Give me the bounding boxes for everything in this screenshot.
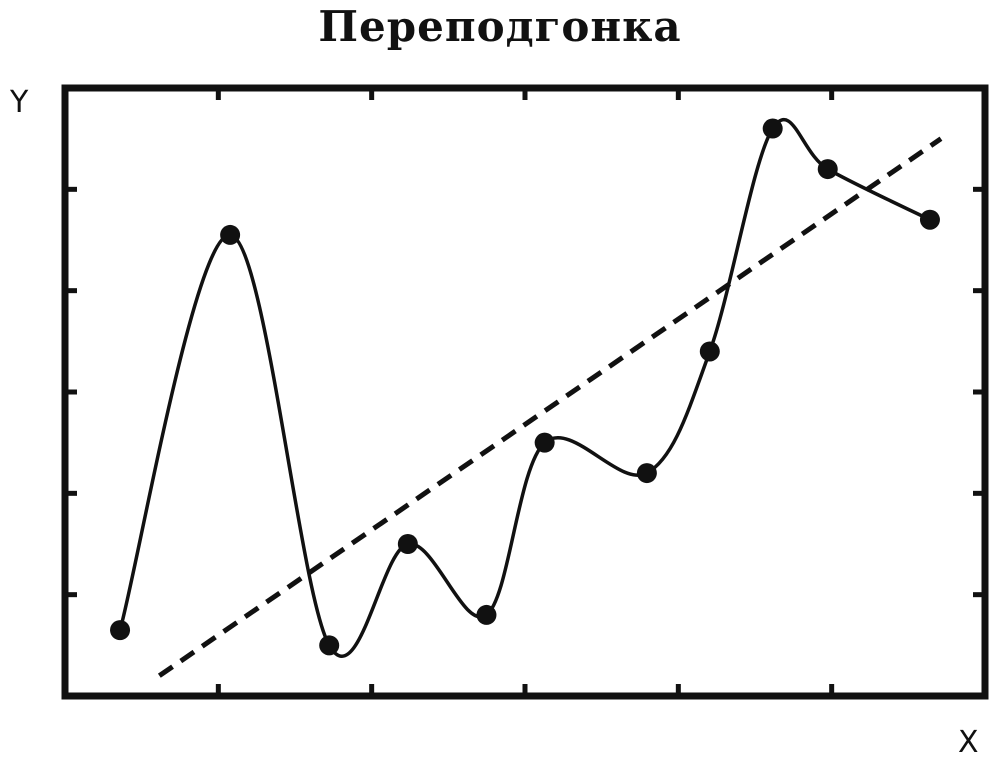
data-point (699, 341, 720, 362)
data-point (762, 118, 783, 139)
overfit-curve-path (118, 118, 931, 658)
x-axis-label: X (958, 725, 979, 760)
chart-title: Переподгонка (318, 2, 682, 51)
data-point (220, 224, 241, 245)
data-point (534, 432, 555, 453)
data-point (397, 534, 418, 554)
y-axis-label: Y (9, 85, 29, 120)
data-point (636, 463, 657, 484)
data-point (817, 159, 838, 180)
data-point (919, 209, 940, 230)
data-point (476, 604, 497, 625)
axes (61, 84, 989, 700)
trend-line-path (157, 136, 943, 678)
data-point (110, 620, 131, 641)
overfit-curve (118, 118, 931, 658)
data-points (110, 118, 940, 656)
data-point (319, 635, 340, 656)
trend-line (157, 136, 943, 678)
